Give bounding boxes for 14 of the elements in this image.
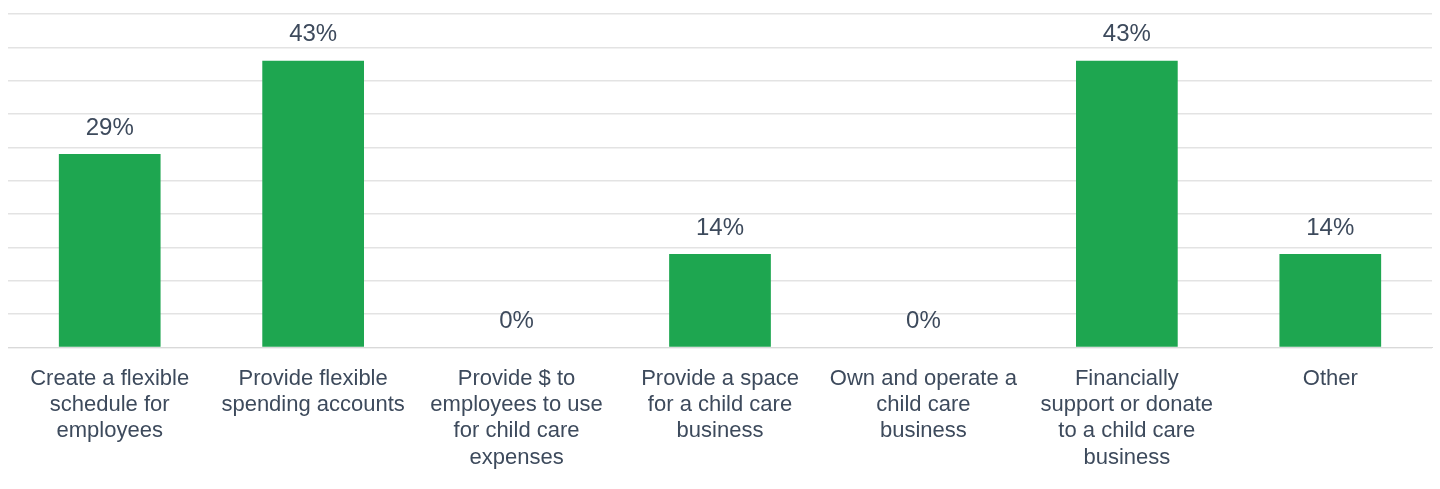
x-tick-label: Provide $ to employees to use for child care expenses xyxy=(430,364,603,469)
data-label: 0% xyxy=(906,306,941,334)
x-tick-label: Provide flexible spending accounts xyxy=(221,364,405,417)
data-label: 43% xyxy=(1102,19,1151,47)
data-label: 14% xyxy=(1306,212,1355,240)
x-tick-label: Create a flexible schedule for employees xyxy=(30,364,190,443)
data-label: 29% xyxy=(85,112,134,140)
data-label: 14% xyxy=(695,212,745,240)
data-label: 43% xyxy=(289,19,338,47)
x-tick-label: Financially support or donate to a child care business xyxy=(1040,364,1214,469)
data-label: 0% xyxy=(499,306,534,334)
x-tick-label: Own and operate a child care business xyxy=(829,364,1018,443)
x-tick-label: Other xyxy=(1302,364,1358,390)
x-tick-label: Provide a space for a child care business xyxy=(641,364,799,443)
